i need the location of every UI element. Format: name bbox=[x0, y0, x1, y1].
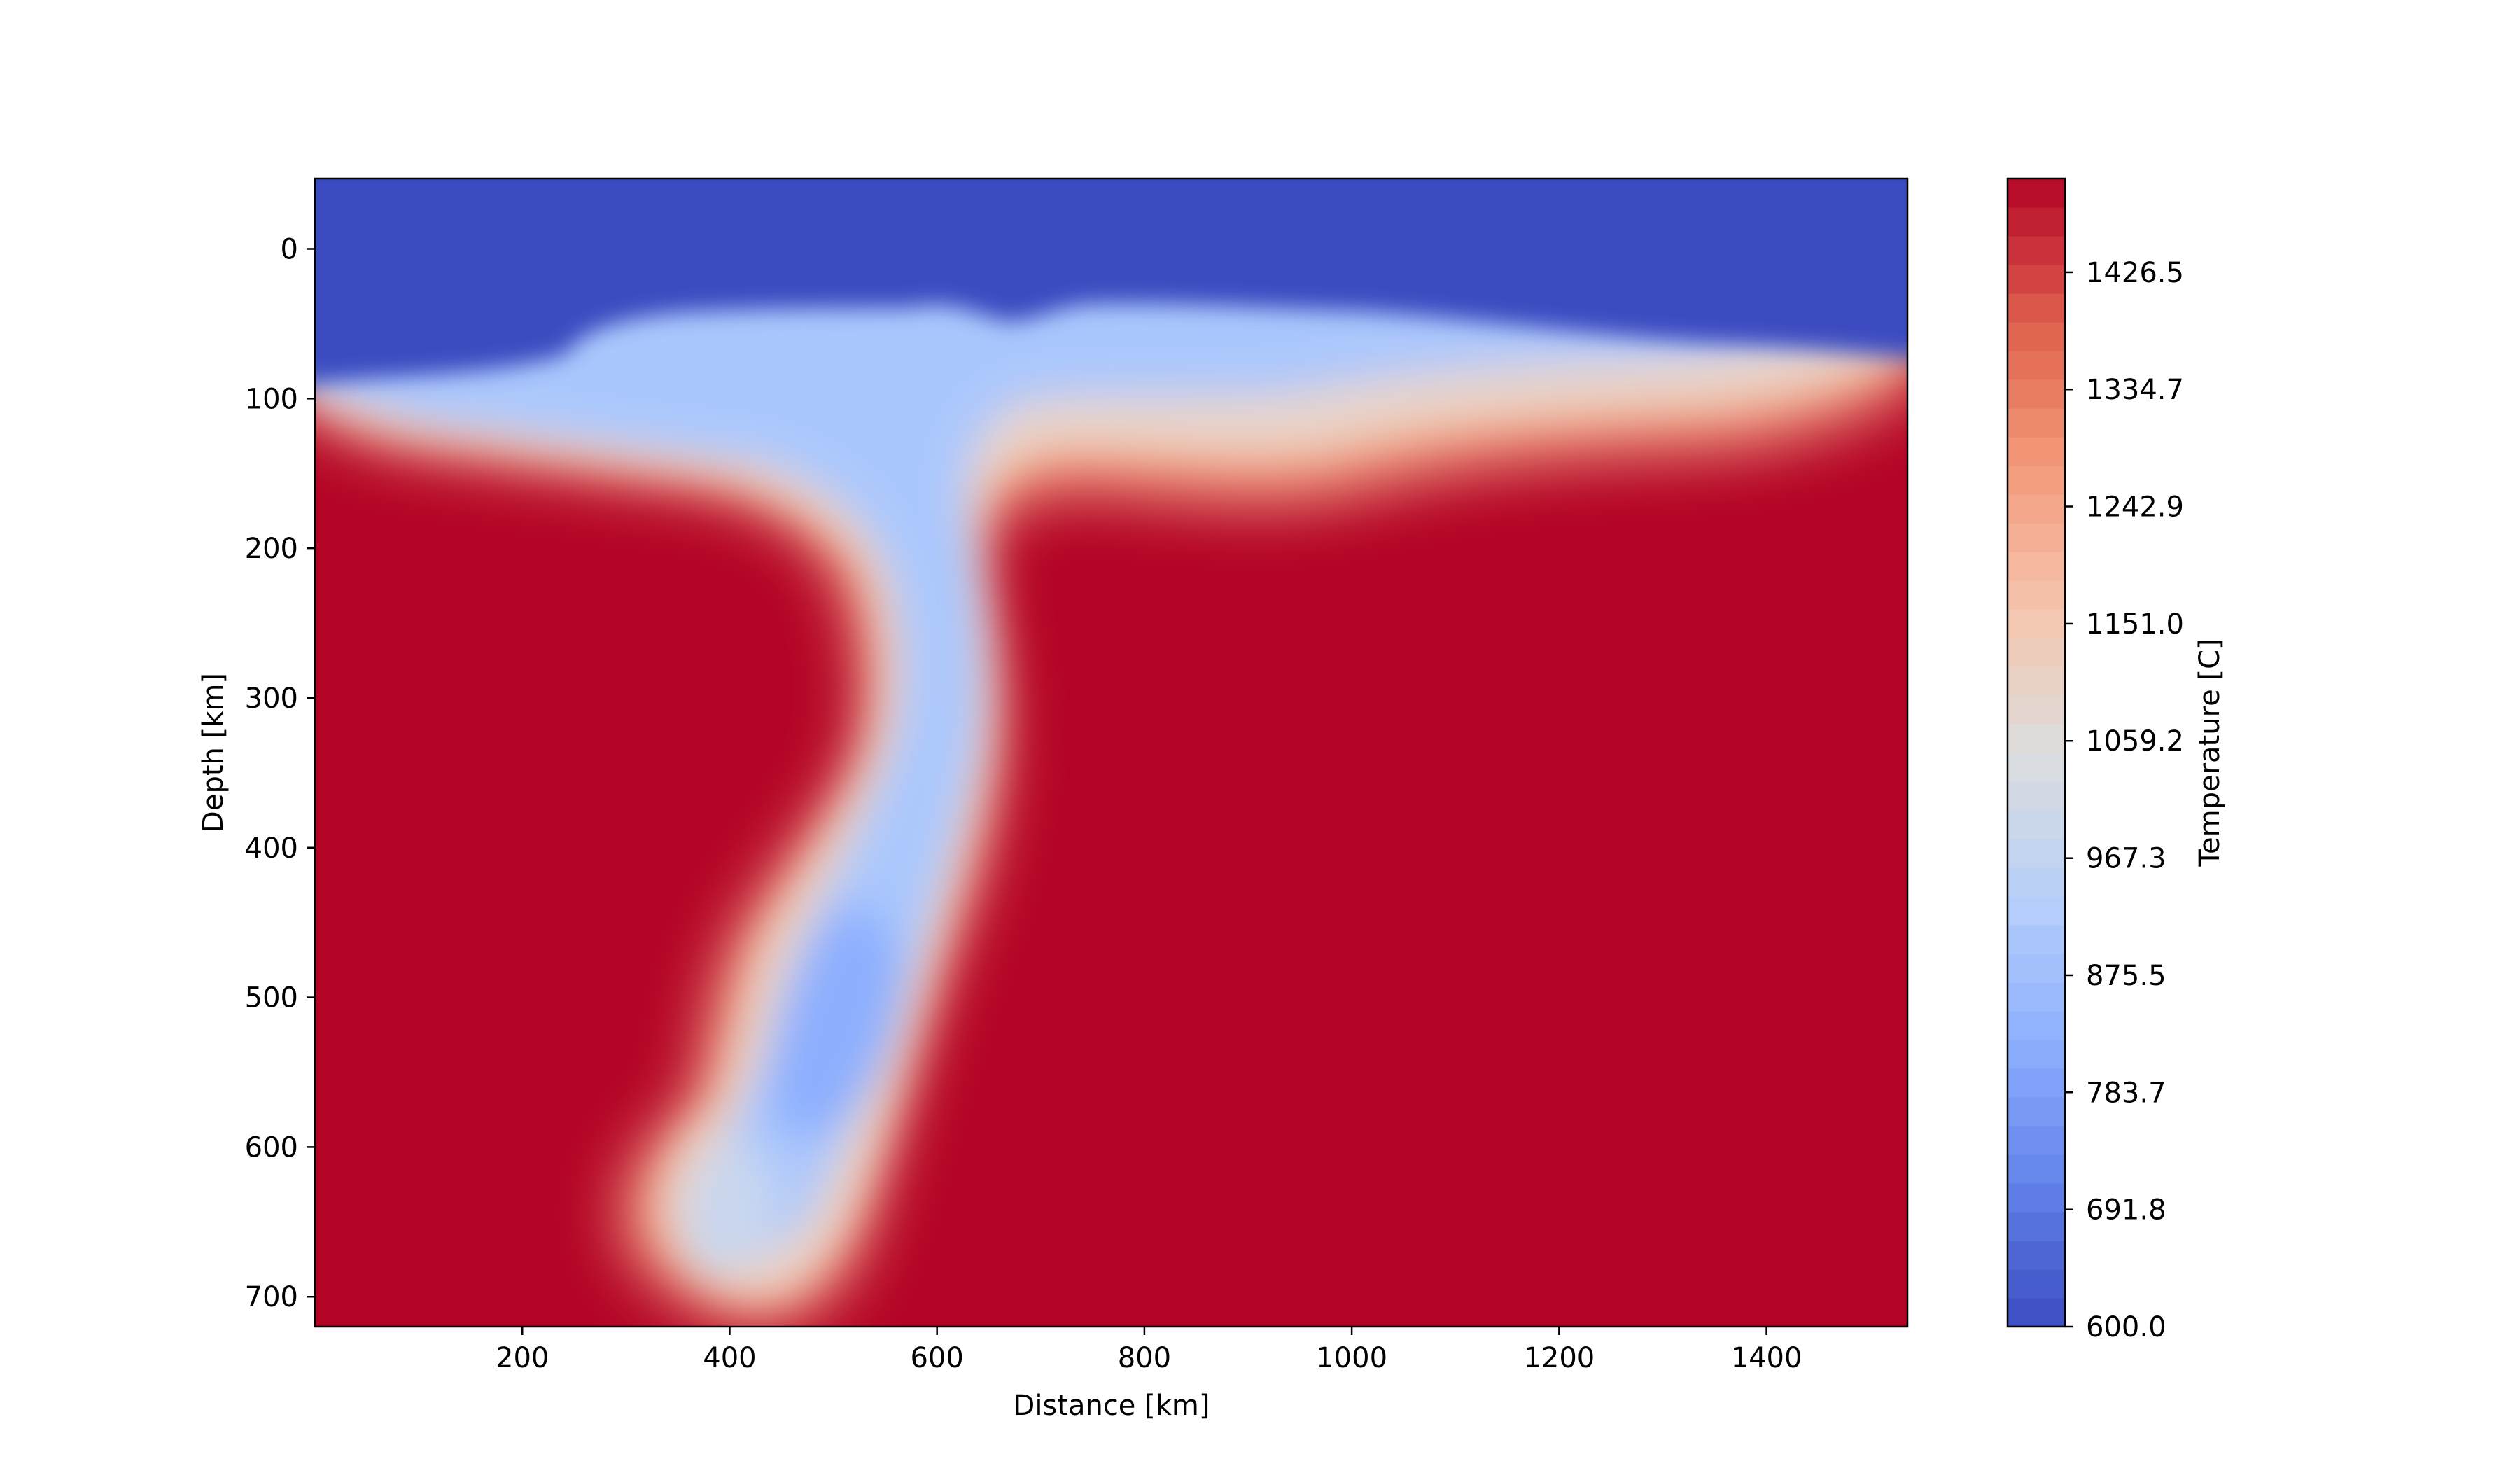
colorbar-ticks: 600.0 691.8 783.7 875.5 967.3 1059.2 1151.0 124… bbox=[2065, 257, 2184, 1343]
plot-frame bbox=[314, 177, 1909, 1328]
y-tick-label: 200 bbox=[245, 533, 298, 565]
colorbar-band bbox=[2008, 1068, 2065, 1098]
colorbar-tick-label: 967.3 bbox=[2086, 843, 2166, 875]
colorbar-band bbox=[2008, 753, 2065, 782]
x-tick-label: 1400 bbox=[1731, 1342, 1802, 1374]
y-tick-label: 300 bbox=[245, 683, 298, 715]
colorbar-tick-label: 1334.7 bbox=[2086, 374, 2184, 406]
y-tick-label: 400 bbox=[245, 832, 298, 865]
x-tick-label: 1000 bbox=[1316, 1342, 1387, 1374]
y-tick-label: 500 bbox=[245, 982, 298, 1014]
colorbar-band bbox=[2008, 179, 2065, 208]
colorbar-band bbox=[2008, 1212, 2065, 1241]
colorbar bbox=[2006, 177, 2066, 1328]
colorbar-band bbox=[2008, 437, 2065, 466]
colorbar-band bbox=[2008, 724, 2065, 753]
colorbar-band bbox=[2008, 638, 2065, 667]
colorbar-band bbox=[2008, 982, 2065, 1012]
colorbar-band bbox=[2008, 954, 2065, 983]
colorbar-tick-label: 875.5 bbox=[2086, 960, 2166, 992]
colorbar-band bbox=[2008, 1269, 2065, 1299]
plot-border bbox=[314, 177, 1909, 1328]
colorbar-tick-label: 1059.2 bbox=[2086, 725, 2184, 758]
colorbar-band bbox=[2008, 609, 2065, 638]
y-tick-label: 0 bbox=[281, 233, 298, 265]
x-tick-label: 400 bbox=[703, 1342, 756, 1374]
x-tick-label: 200 bbox=[496, 1342, 549, 1374]
thermal-halo bbox=[315, 301, 1907, 1325]
colorbar-band bbox=[2008, 351, 2065, 380]
colorbar-band bbox=[2008, 466, 2065, 495]
colorbar-band bbox=[2008, 322, 2065, 351]
colorbar-band bbox=[2008, 839, 2065, 868]
colorbar-band bbox=[2008, 552, 2065, 581]
colorbar-band bbox=[2008, 1183, 2065, 1213]
colorbar-tick-label: 1426.5 bbox=[2086, 257, 2184, 289]
colorbar-tick-label: 1242.9 bbox=[2086, 491, 2184, 523]
cold-lithosphere bbox=[315, 179, 1907, 384]
colorbar-border bbox=[2006, 177, 2066, 1328]
y-tick-label: 600 bbox=[245, 1131, 298, 1164]
colorbar-tick-label: 600.0 bbox=[2086, 1311, 2166, 1343]
x-tick-label: 1200 bbox=[1523, 1342, 1595, 1374]
colorbar-band bbox=[2008, 867, 2065, 897]
colorbar-band bbox=[2008, 1126, 2065, 1155]
colorbar-band bbox=[2008, 695, 2065, 725]
colorbar-band bbox=[2008, 207, 2065, 237]
colorbar-tick-label: 1151.0 bbox=[2086, 608, 2184, 641]
colorbar-label: Temperature [C] bbox=[2194, 638, 2226, 867]
colorbar-band bbox=[2008, 580, 2065, 610]
colorbar-tick-label: 783.7 bbox=[2086, 1077, 2166, 1109]
colorbar-band bbox=[2008, 896, 2065, 926]
colorbar-band bbox=[2008, 523, 2065, 552]
colorbar-band bbox=[2008, 236, 2065, 265]
x-axis-label: Distance [km] bbox=[1014, 1390, 1210, 1422]
temperature-field bbox=[315, 179, 1907, 1327]
colorbar-band bbox=[2008, 1154, 2065, 1184]
colorbar-band bbox=[2008, 1097, 2065, 1126]
colorbar-band bbox=[2008, 1298, 2065, 1327]
y-axis-label: Depth [km] bbox=[197, 673, 230, 832]
colorbar-band bbox=[2008, 1040, 2065, 1069]
colorbar-band bbox=[2008, 265, 2065, 294]
colorbar-band bbox=[2008, 666, 2065, 696]
y-axis: 0 100 200 300 400 500 600 700 bbox=[245, 233, 315, 1313]
colorbar-band bbox=[2008, 408, 2065, 438]
colorbar-band bbox=[2008, 494, 2065, 524]
colorbar-band bbox=[2008, 1011, 2065, 1040]
x-axis: 200 400 600 800 1000 1200 1400 bbox=[496, 1327, 1802, 1374]
colorbar-band bbox=[2008, 781, 2065, 811]
x-tick-label: 800 bbox=[1118, 1342, 1171, 1374]
y-tick-label: 100 bbox=[245, 383, 298, 415]
colorbar-band bbox=[2008, 293, 2065, 323]
y-tick-label: 700 bbox=[245, 1281, 298, 1313]
colorbar-band bbox=[2008, 379, 2065, 409]
colorbar-band bbox=[2008, 1241, 2065, 1270]
colorbar-band bbox=[2008, 925, 2065, 954]
x-tick-label: 600 bbox=[910, 1342, 963, 1374]
colorbar-band bbox=[2008, 810, 2065, 839]
colorbar-tick-label: 691.8 bbox=[2086, 1194, 2166, 1227]
